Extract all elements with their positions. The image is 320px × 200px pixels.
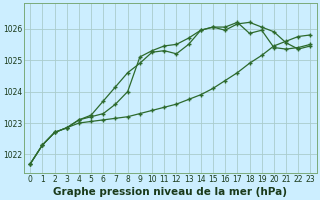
X-axis label: Graphe pression niveau de la mer (hPa): Graphe pression niveau de la mer (hPa) (53, 187, 287, 197)
